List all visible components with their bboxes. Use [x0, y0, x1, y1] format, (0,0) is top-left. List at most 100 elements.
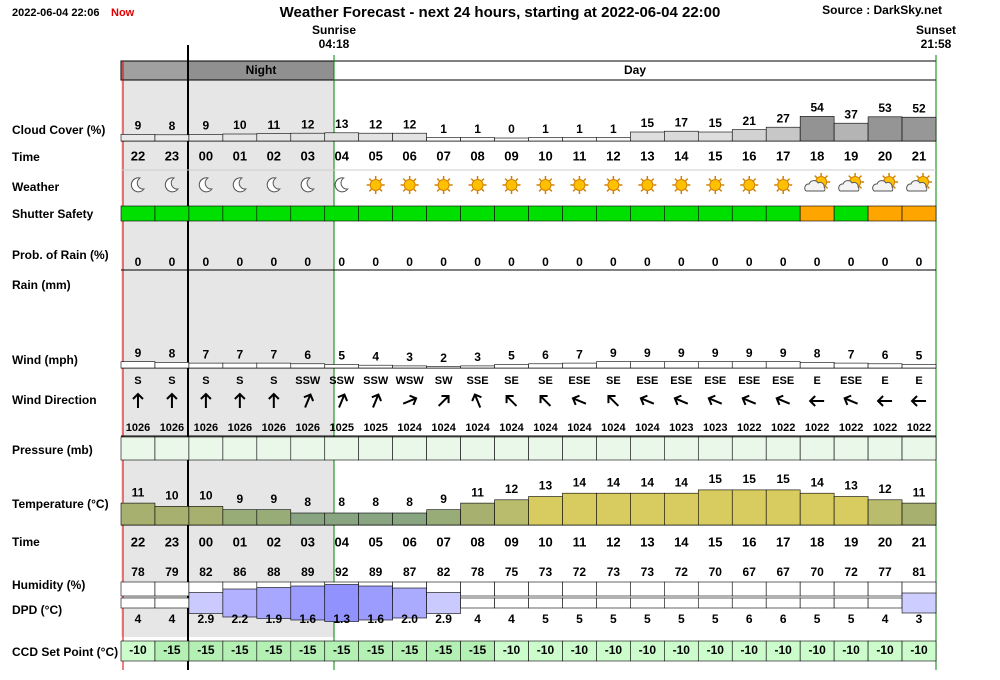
hour: 23 — [165, 534, 179, 549]
prob-rain-value: 0 — [712, 255, 719, 269]
wind-value: 7 — [270, 347, 277, 361]
sun-ray — [892, 185, 896, 189]
dpd-value: 5 — [610, 612, 617, 626]
dpd-cell — [630, 597, 665, 609]
row-label: Shutter Safety — [12, 207, 94, 221]
hour: 20 — [878, 148, 892, 163]
pressure-value: 1023 — [703, 422, 727, 434]
temperature-bar — [799, 492, 835, 526]
dpd-value: 4 — [882, 612, 889, 626]
humidity-value: 78 — [131, 565, 145, 579]
pressure-cell — [731, 436, 767, 461]
humidity-cell — [120, 581, 156, 597]
cloud-cover-value: 15 — [709, 116, 723, 130]
humidity-value: 87 — [403, 565, 417, 579]
sun-icon — [573, 179, 586, 191]
pressure-value: 1026 — [262, 422, 286, 434]
shutter-cell — [120, 205, 156, 222]
humidity-cell — [867, 581, 903, 597]
wind-value: 6 — [882, 348, 889, 362]
sun-icon — [505, 179, 518, 191]
sun-ray — [651, 178, 655, 182]
sun-ray — [436, 178, 440, 182]
wind-bar — [256, 362, 292, 369]
dpd-value: 4 — [508, 612, 515, 626]
temperature-bar — [222, 509, 258, 526]
ccd-value: -15 — [163, 643, 181, 657]
wind-arrow — [741, 394, 757, 406]
wind-value: 9 — [135, 346, 142, 360]
hour: 17 — [776, 148, 790, 163]
wind-value: 6 — [542, 348, 549, 362]
hour: 08 — [470, 534, 484, 549]
prob-rain-value: 0 — [576, 255, 583, 269]
prob-rain-value: 0 — [372, 255, 379, 269]
temperature-value: 15 — [743, 472, 757, 486]
sun-icon — [607, 179, 620, 191]
wind-value: 4 — [372, 349, 379, 363]
pressure-cell — [324, 436, 360, 461]
ccd-value: -10 — [808, 643, 826, 657]
humidity-value: 75 — [505, 565, 519, 579]
sun-ray — [572, 178, 576, 182]
sun-ray — [858, 185, 862, 189]
temperature-value: 9 — [270, 492, 277, 506]
cloud-bar — [290, 132, 326, 142]
wind-direction: S — [202, 375, 209, 387]
cloud-cover-value: 52 — [912, 101, 926, 115]
source: Source : DarkSky.net — [822, 3, 942, 17]
cloud-bar — [833, 122, 869, 142]
hour: 07 — [436, 148, 450, 163]
sun-ray — [538, 188, 542, 192]
shutter-cell — [188, 205, 224, 222]
shutter-cell — [562, 205, 597, 222]
dpd-value: 2.2 — [232, 612, 249, 626]
pressure-value: 1024 — [533, 422, 558, 434]
wind-arrow — [808, 395, 825, 407]
row-label: Time — [12, 535, 40, 549]
hour: 03 — [301, 534, 315, 549]
pressure-cell — [222, 436, 258, 461]
ccd-value: -10 — [503, 643, 521, 657]
temperature-bar — [630, 492, 665, 526]
dpd-value: 5 — [678, 612, 685, 626]
dpd-cell — [596, 597, 631, 609]
sun-ray — [402, 178, 406, 182]
temperature-value: 8 — [406, 495, 413, 509]
wind-direction: SE — [606, 375, 621, 387]
wind-bar — [765, 361, 801, 369]
shutter-cell — [256, 205, 292, 222]
row-label: Wind (mph) — [12, 353, 78, 367]
sunset-label: Sunset — [916, 23, 956, 37]
ccd-value: -15 — [435, 643, 453, 657]
ccd-value: -10 — [775, 643, 793, 657]
wind-direction: SSW — [363, 375, 389, 387]
hour: 14 — [674, 534, 689, 549]
temperature-value: 11 — [913, 485, 926, 499]
prob-rain-value: 0 — [270, 255, 277, 269]
dpd-value: 1.3 — [333, 612, 350, 626]
pressure-cell — [867, 436, 903, 461]
wind-direction: ESE — [636, 375, 658, 387]
cloud-icon — [872, 180, 894, 192]
humidity-cell — [630, 581, 665, 597]
wind-direction: ESE — [840, 375, 862, 387]
pressure-cell — [358, 436, 393, 461]
pressure-value: 1025 — [329, 422, 353, 434]
prob-rain-value: 0 — [338, 255, 345, 269]
ccd-value: -15 — [231, 643, 249, 657]
cloud-cover-value: 17 — [675, 115, 689, 129]
wind-value: 7 — [576, 347, 583, 361]
pressure-value: 1024 — [465, 422, 490, 434]
cloud-cover-value: 9 — [203, 119, 210, 133]
temperature-bar — [188, 506, 224, 526]
cloud-cover-value: 12 — [403, 117, 417, 131]
shutter-cell — [630, 205, 665, 222]
cloud-bar — [901, 116, 937, 142]
hour: 15 — [708, 148, 722, 163]
humidity-cell — [833, 581, 869, 597]
temperature-bar — [290, 512, 326, 526]
humidity-value: 73 — [641, 565, 655, 579]
row-label: Weather — [12, 180, 59, 194]
ccd-value: -10 — [876, 643, 894, 657]
